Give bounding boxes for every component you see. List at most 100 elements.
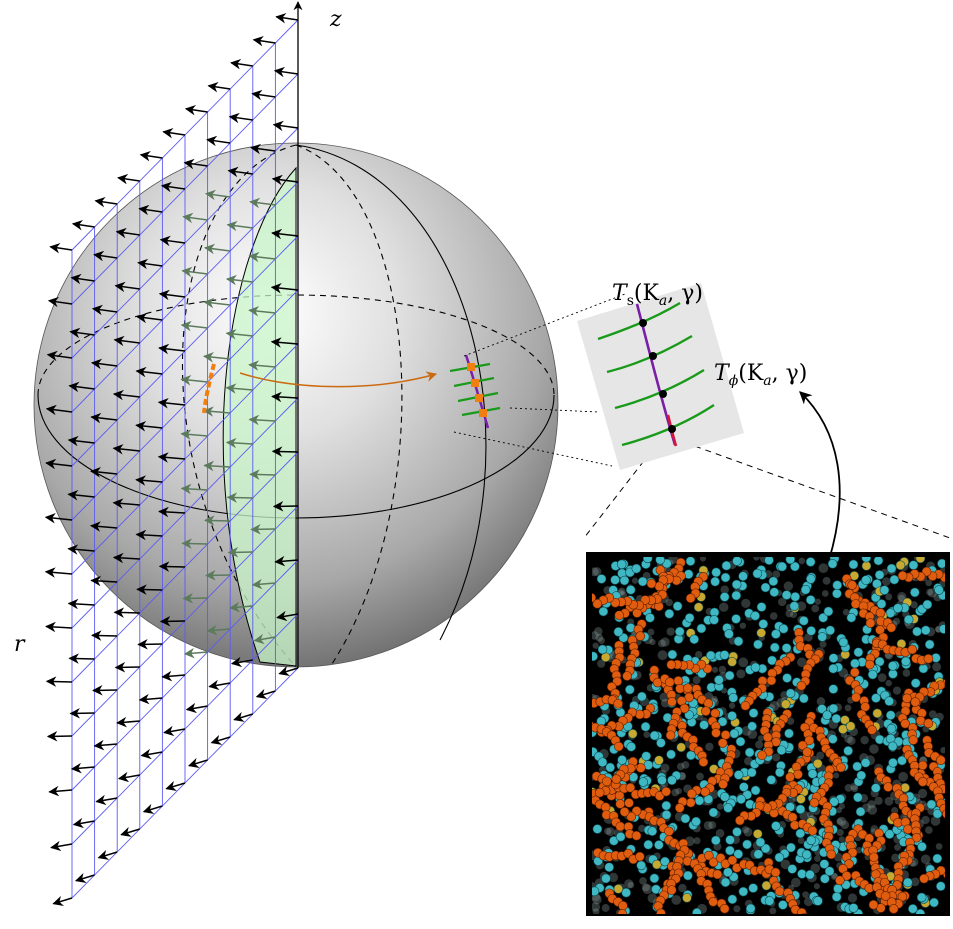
particle <box>701 706 711 716</box>
particle <box>699 557 707 562</box>
particle <box>900 656 911 667</box>
field-arrow <box>67 598 95 610</box>
field-arrow <box>184 104 208 116</box>
particle <box>766 675 777 686</box>
field-arrow <box>181 538 208 549</box>
field-arrow <box>206 624 231 636</box>
particle <box>897 570 908 581</box>
meridian-back-left <box>181 144 297 668</box>
field-arrow <box>89 521 118 532</box>
particle <box>916 892 927 903</box>
particle <box>729 728 740 739</box>
particle <box>940 746 945 754</box>
particle <box>797 837 805 845</box>
particle <box>720 877 731 888</box>
field-arrow <box>138 693 163 705</box>
particle <box>805 595 816 605</box>
field-arrow <box>250 143 276 155</box>
particle <box>728 702 736 709</box>
field-arrow <box>71 219 95 231</box>
particle <box>671 788 680 797</box>
particle <box>635 631 646 641</box>
particle <box>844 704 852 712</box>
particle <box>596 574 607 584</box>
particle <box>820 873 830 884</box>
particle <box>910 601 918 609</box>
particle <box>818 612 828 623</box>
particle <box>661 810 672 820</box>
particle <box>811 604 820 613</box>
particle <box>785 609 794 618</box>
particle <box>807 769 818 779</box>
particle <box>666 885 677 895</box>
particle <box>674 626 685 637</box>
particle <box>666 749 676 760</box>
field-arrow <box>271 391 299 403</box>
field-arrow <box>163 725 186 737</box>
particle <box>594 627 603 636</box>
particle <box>683 870 693 881</box>
particle <box>725 845 735 856</box>
particle <box>882 577 891 586</box>
sphere <box>33 142 559 668</box>
field-arrow <box>114 281 140 293</box>
particle <box>719 792 730 802</box>
particle <box>838 803 845 810</box>
particle <box>798 615 809 626</box>
particle <box>902 669 911 677</box>
particle <box>848 903 859 913</box>
particle <box>772 570 781 579</box>
field-arrow <box>113 607 140 618</box>
simulation-snapshot <box>586 552 950 916</box>
particle <box>664 826 674 837</box>
particle <box>824 866 835 877</box>
particle <box>851 692 861 703</box>
particle <box>731 614 741 624</box>
field-arrow <box>138 204 163 216</box>
particle <box>711 835 721 846</box>
particle <box>655 557 665 565</box>
particle <box>867 725 877 735</box>
field-arrow <box>112 552 140 564</box>
particle <box>825 625 836 636</box>
particle <box>869 744 879 754</box>
field-arrow <box>120 826 141 837</box>
particle <box>832 588 842 599</box>
particle <box>920 625 931 636</box>
particle <box>880 891 891 901</box>
field-arrow <box>181 266 208 278</box>
particle <box>616 559 627 570</box>
particle <box>805 574 816 584</box>
field-arrow <box>270 337 299 348</box>
particle <box>711 567 721 578</box>
particle <box>652 859 662 870</box>
particle <box>641 751 652 761</box>
particle <box>845 721 856 732</box>
particle <box>717 716 728 727</box>
particle <box>735 815 745 826</box>
particle <box>853 792 863 803</box>
particle <box>898 771 909 782</box>
particle <box>695 650 703 659</box>
particle <box>685 797 696 808</box>
ts-label: Ts(Ka, γ) <box>612 281 703 309</box>
vector-field <box>44 12 299 906</box>
field-arrow <box>161 670 186 682</box>
particle <box>888 669 898 679</box>
particle <box>796 681 807 691</box>
field-arrow <box>45 621 73 633</box>
field-arrow <box>135 421 163 432</box>
particle <box>908 560 919 570</box>
particle <box>660 763 670 773</box>
particle <box>723 803 733 813</box>
particle <box>814 855 821 862</box>
particle <box>926 799 937 810</box>
particle <box>886 622 897 633</box>
particle <box>649 730 660 741</box>
particle <box>887 661 898 671</box>
particle <box>665 598 673 607</box>
particle <box>912 626 922 637</box>
particle <box>625 782 636 793</box>
particle <box>592 567 599 577</box>
particle <box>908 904 918 914</box>
